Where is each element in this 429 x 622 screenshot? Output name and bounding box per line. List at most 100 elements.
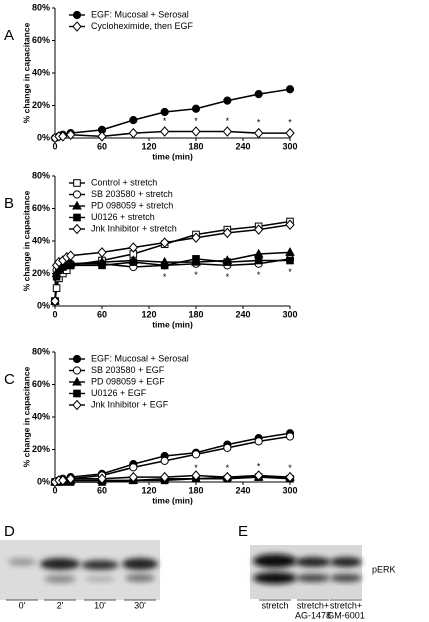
point xyxy=(97,247,107,258)
band xyxy=(44,575,76,583)
point xyxy=(285,432,295,441)
point xyxy=(97,473,107,485)
y-tick-label: 40% xyxy=(32,235,50,245)
lane-label: stretch+ xyxy=(330,600,362,610)
legend-marker xyxy=(72,376,82,386)
point xyxy=(159,471,170,483)
y-tick-label: 60% xyxy=(32,379,50,389)
point xyxy=(191,104,201,113)
lane-label: 2' xyxy=(57,600,64,610)
point xyxy=(129,258,138,266)
series-line xyxy=(54,88,291,139)
point xyxy=(253,224,264,235)
point xyxy=(254,90,263,99)
point xyxy=(285,219,295,231)
y-tick-label: 60% xyxy=(32,203,50,213)
x-tick-label: 180 xyxy=(188,309,203,319)
point xyxy=(128,127,139,139)
y-tick-label: 80% xyxy=(32,346,50,356)
point xyxy=(98,261,106,270)
significance-marker: * xyxy=(194,270,198,280)
legend-label: EGF: Mucosal + Serosal xyxy=(91,9,189,19)
band xyxy=(8,558,36,566)
significance-marker: * xyxy=(132,118,136,128)
panel-label: D xyxy=(4,523,15,540)
legend-marker xyxy=(72,10,82,20)
point xyxy=(285,471,295,483)
legend-label: Jnk Inhibitor + stretch xyxy=(91,223,177,233)
y-tick-label: 0% xyxy=(37,300,50,310)
point xyxy=(222,471,233,483)
x-tick-label: 240 xyxy=(235,141,250,151)
point xyxy=(192,255,200,263)
x-tick-label: 120 xyxy=(141,141,156,151)
y-tick-label: 40% xyxy=(32,411,50,421)
point xyxy=(253,127,264,139)
significance-marker: * xyxy=(194,463,198,473)
y-axis-title: % change in capacitance xyxy=(21,366,31,467)
x-tick-label: 120 xyxy=(141,485,156,495)
legend-marker xyxy=(73,213,81,222)
legend-marker xyxy=(72,21,82,32)
point xyxy=(65,129,76,141)
y-tick-label: 0% xyxy=(37,476,50,486)
significance-marker: * xyxy=(194,116,198,126)
y-axis-title: % change in capacitance xyxy=(21,22,31,123)
point xyxy=(129,463,138,472)
blot-e-background xyxy=(250,545,362,599)
significance-marker: * xyxy=(226,116,230,126)
point xyxy=(254,437,263,446)
point xyxy=(191,232,201,244)
point xyxy=(160,261,169,270)
x-tick-label: 300 xyxy=(282,485,297,495)
panel-label: A xyxy=(4,27,14,44)
lane-label: GM-6001 xyxy=(327,610,365,620)
significance-marker: * xyxy=(163,272,167,282)
significance-marker: * xyxy=(288,118,292,128)
point xyxy=(128,471,139,483)
legend-marker xyxy=(73,389,81,398)
x-tick-label: 180 xyxy=(188,141,203,151)
point xyxy=(254,256,263,265)
point xyxy=(128,242,139,253)
point xyxy=(285,127,295,139)
x-tick-label: 180 xyxy=(188,485,203,495)
x-tick-label: 0 xyxy=(52,309,57,319)
legend-label: U0126 + EGF xyxy=(91,388,147,398)
legend-label: PD 098059 + stretch xyxy=(91,200,173,210)
x-tick-label: 0 xyxy=(52,141,57,151)
panel-label: B xyxy=(4,195,14,212)
legend-marker xyxy=(72,354,82,364)
point xyxy=(65,473,76,485)
blot-d-background xyxy=(0,540,160,600)
legend-label: EGF: Mucosal + Serosal xyxy=(91,353,189,363)
panel-label: C xyxy=(4,371,15,388)
point xyxy=(129,116,138,125)
y-tick-label: 20% xyxy=(32,268,50,278)
point xyxy=(52,272,61,281)
point xyxy=(222,126,233,137)
point xyxy=(159,126,170,137)
lane-label: 0' xyxy=(19,600,26,610)
band xyxy=(253,554,297,568)
significance-marker: * xyxy=(226,463,230,473)
series-line xyxy=(54,251,291,302)
point xyxy=(222,227,233,239)
band xyxy=(253,572,297,584)
x-axis-title: time (min) xyxy=(152,495,193,505)
point xyxy=(97,131,107,142)
y-tick-label: 0% xyxy=(37,132,50,142)
point xyxy=(191,470,201,481)
point xyxy=(223,443,232,452)
significance-marker: * xyxy=(257,118,261,128)
point xyxy=(160,107,169,117)
point xyxy=(223,96,232,105)
x-tick-label: 240 xyxy=(235,485,250,495)
legend-marker xyxy=(72,200,82,210)
band xyxy=(125,574,155,582)
band xyxy=(295,557,331,567)
point xyxy=(285,247,295,256)
point xyxy=(191,126,201,137)
